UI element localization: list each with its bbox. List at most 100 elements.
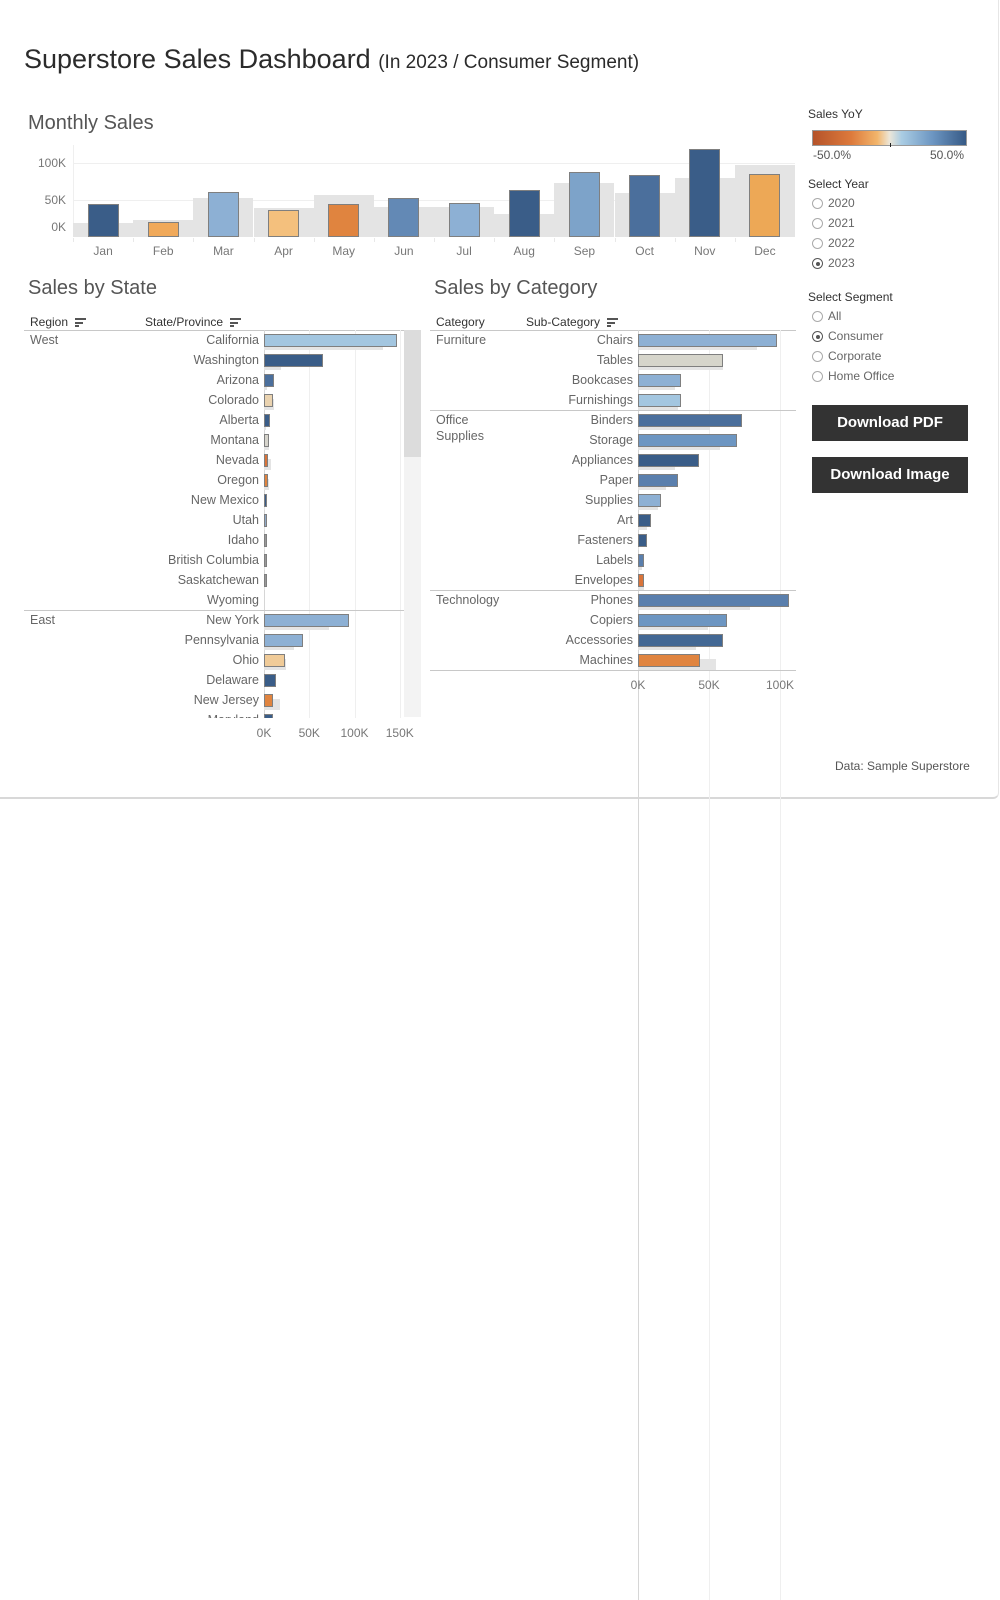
bar-art[interactable]: [638, 513, 651, 527]
group-label: West: [30, 333, 59, 347]
bar-maryland[interactable]: [264, 713, 274, 718]
radio-empty-icon[interactable]: [812, 311, 823, 322]
row-label: Paper: [599, 473, 633, 487]
bar-apr[interactable]: [268, 210, 300, 237]
sort-icon[interactable]: [75, 318, 87, 328]
sort-icon[interactable]: [607, 318, 619, 328]
group-label: Technology: [436, 593, 500, 607]
x-tick-label: Mar: [213, 244, 234, 258]
bar-nov[interactable]: [689, 148, 721, 237]
bar-washington[interactable]: [264, 353, 323, 367]
radio-empty-icon[interactable]: [812, 218, 823, 229]
bar-jun[interactable]: [388, 197, 420, 237]
bar-utah[interactable]: [264, 513, 267, 527]
row-label: Furnishings: [568, 393, 633, 407]
radio-empty-icon[interactable]: [812, 351, 823, 362]
radio-selected-icon[interactable]: [812, 331, 823, 342]
row-label: Copiers: [589, 613, 633, 627]
bar-accessories[interactable]: [638, 633, 724, 647]
tick-mark: [73, 238, 74, 242]
bar-oct[interactable]: [629, 174, 661, 237]
bar-british-columbia[interactable]: [264, 553, 267, 567]
radio-segment-home-office[interactable]: Home Office: [812, 368, 894, 384]
bar-appliances[interactable]: [638, 453, 700, 467]
bar-new-jersey[interactable]: [264, 693, 274, 707]
radio-segment-corporate[interactable]: Corporate: [812, 348, 881, 364]
bar-jul[interactable]: [448, 202, 480, 237]
bar-ohio[interactable]: [264, 653, 285, 667]
category-header[interactable]: Category: [436, 315, 485, 329]
radio-label: 2022: [828, 236, 855, 250]
row-label: Arizona: [216, 373, 259, 387]
bar-phones[interactable]: [638, 593, 789, 607]
bar-envelopes[interactable]: [638, 573, 644, 587]
bar-colorado[interactable]: [264, 393, 274, 407]
bar-supplies[interactable]: [638, 493, 661, 507]
gridline: [309, 330, 311, 718]
bar-delaware[interactable]: [264, 673, 276, 687]
bar-mar[interactable]: [207, 191, 239, 237]
state-header[interactable]: State/Province: [145, 315, 242, 329]
subcategory-header[interactable]: Sub-Category: [526, 315, 619, 329]
bar-saskatchewan[interactable]: [264, 573, 267, 587]
tick-mark: [434, 238, 435, 242]
bar-new-york[interactable]: [264, 613, 350, 627]
bar-tables[interactable]: [638, 353, 724, 367]
download-image-button[interactable]: Download Image: [812, 457, 968, 493]
yoy-color-legend: [812, 130, 967, 146]
state-scrollbar[interactable]: [404, 330, 421, 717]
gridline: [73, 163, 795, 164]
region-header[interactable]: Region: [30, 315, 87, 329]
row-label: Alberta: [219, 413, 259, 427]
bar-machines[interactable]: [638, 653, 701, 667]
radio-year-2020[interactable]: 2020: [812, 195, 855, 211]
bar-jan[interactable]: [87, 203, 119, 237]
bar-furnishings[interactable]: [638, 393, 681, 407]
radio-year-2021[interactable]: 2021: [812, 215, 855, 231]
bar-sep[interactable]: [568, 171, 600, 237]
bar-alberta[interactable]: [264, 413, 271, 427]
radio-empty-icon[interactable]: [812, 238, 823, 249]
bar-montana[interactable]: [264, 433, 269, 447]
gridline: [354, 330, 356, 718]
bar-chairs[interactable]: [638, 333, 778, 347]
group-label: Furniture: [436, 333, 487, 347]
bar-pennsylvania[interactable]: [264, 633, 303, 647]
state-scrollbar-thumb[interactable]: [404, 330, 421, 457]
x-tick-label: 100K: [340, 726, 369, 740]
bar-labels[interactable]: [638, 553, 644, 567]
bar-feb[interactable]: [147, 222, 179, 237]
bar-nevada[interactable]: [264, 453, 268, 467]
row-label: Idaho: [227, 533, 259, 547]
bar-aug[interactable]: [508, 189, 540, 237]
sort-icon[interactable]: [230, 318, 242, 328]
x-tick-label: Oct: [635, 244, 654, 258]
radio-selected-icon[interactable]: [812, 258, 823, 269]
row-label: Montana: [210, 433, 259, 447]
bar-binders[interactable]: [638, 413, 742, 427]
radio-year-2022[interactable]: 2022: [812, 235, 855, 251]
radio-empty-icon[interactable]: [812, 371, 823, 382]
legend-midpoint-tick: [890, 143, 891, 147]
bar-california[interactable]: [264, 333, 398, 347]
row-label: Nevada: [215, 453, 259, 467]
radio-segment-all[interactable]: All: [812, 308, 841, 324]
bar-arizona[interactable]: [264, 373, 274, 387]
bar-bookcases[interactable]: [638, 373, 681, 387]
bar-may[interactable]: [328, 203, 360, 237]
bar-idaho[interactable]: [264, 533, 267, 547]
bar-copiers[interactable]: [638, 613, 728, 627]
download-pdf-button[interactable]: Download PDF: [812, 405, 968, 441]
bar-oregon[interactable]: [264, 473, 268, 487]
bar-fasteners[interactable]: [638, 533, 647, 547]
x-tick-label: Dec: [754, 244, 776, 258]
bar-new-mexico[interactable]: [264, 493, 267, 507]
bar-dec[interactable]: [749, 174, 781, 237]
radio-year-2023[interactable]: 2023: [812, 255, 855, 271]
radio-segment-consumer[interactable]: Consumer: [812, 328, 883, 344]
radio-empty-icon[interactable]: [812, 198, 823, 209]
tick-mark: [734, 238, 736, 242]
bar-storage[interactable]: [638, 433, 738, 447]
bar-paper[interactable]: [638, 473, 678, 487]
row-label: Wyoming: [207, 593, 259, 607]
